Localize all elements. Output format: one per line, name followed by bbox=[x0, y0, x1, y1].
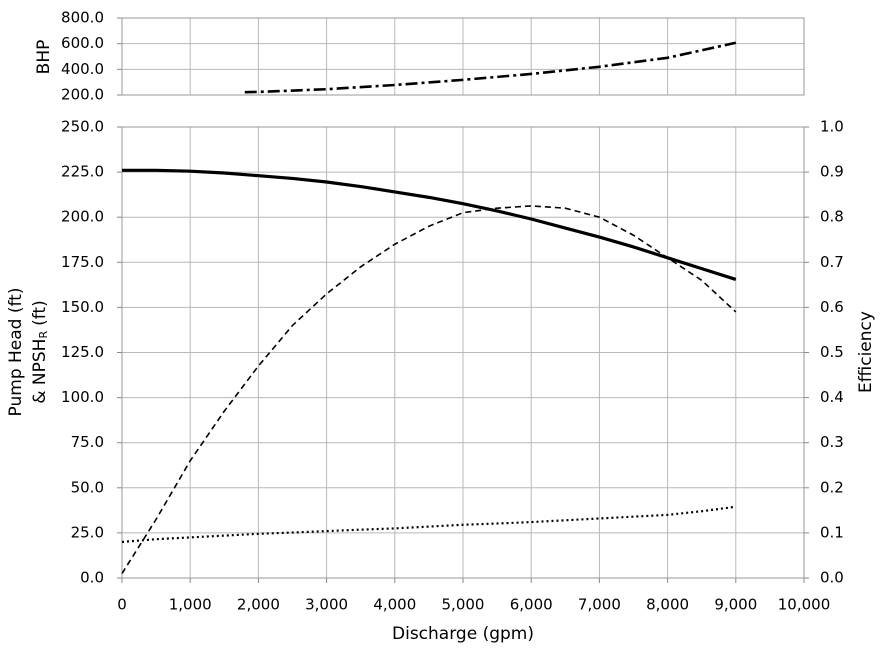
y-tick-label: 225.0 bbox=[61, 163, 104, 181]
x-tick-label: 5,000 bbox=[442, 596, 485, 614]
y-tick-label: 150.0 bbox=[61, 298, 104, 316]
y-axis-label: Pump Head (ft) bbox=[6, 288, 26, 417]
x-tick-label: 1,000 bbox=[169, 596, 212, 614]
x-tick-label: 4,000 bbox=[373, 596, 416, 614]
y-label-part: & NPSH bbox=[30, 339, 50, 404]
y2-tick-label: 0.1 bbox=[820, 523, 844, 541]
y-tick-label: 25.0 bbox=[71, 523, 104, 541]
x-tick-label: 7,000 bbox=[578, 596, 621, 614]
y-tick-label: 250.0 bbox=[61, 118, 104, 136]
x-tick-label: 6,000 bbox=[510, 596, 553, 614]
y2-tick-label: 0.5 bbox=[820, 343, 844, 361]
y-tick-label: 100.0 bbox=[61, 388, 104, 406]
y-label-part: (ft) bbox=[30, 300, 50, 326]
y2-tick-label: 0.6 bbox=[820, 298, 844, 316]
y-tick-label: 400.0 bbox=[61, 60, 104, 78]
y-axis-label-2: & NPSHR (ft) bbox=[30, 300, 50, 403]
x-axis-label: Discharge (gpm) bbox=[392, 624, 534, 644]
x-tick-label: 8,000 bbox=[646, 596, 689, 614]
y2-axis-label: Efficiency bbox=[856, 311, 876, 393]
y2-tick-label: 0.9 bbox=[820, 163, 844, 181]
series-line bbox=[122, 168, 737, 281]
y-tick-label: 125.0 bbox=[61, 343, 104, 361]
bhp-axis-label: BHP bbox=[34, 40, 54, 75]
y2-tick-label: 0.4 bbox=[820, 388, 844, 406]
y2-tick-label: 0.7 bbox=[820, 253, 844, 271]
y2-tick-label: 1.0 bbox=[820, 118, 844, 136]
x-tick-label: 2,000 bbox=[237, 596, 280, 614]
y-tick-label: 50.0 bbox=[71, 478, 104, 496]
y2-tick-label: 0.0 bbox=[820, 569, 844, 587]
y-tick-label: 75.0 bbox=[71, 433, 104, 451]
series-line bbox=[121, 205, 737, 574]
y-tick-label: 175.0 bbox=[61, 253, 104, 271]
y-tick-label: 0.0 bbox=[80, 569, 104, 587]
x-tick-label: 9,000 bbox=[714, 596, 757, 614]
y2-tick-label: 0.3 bbox=[820, 433, 844, 451]
y-label-subscript: R bbox=[37, 331, 50, 339]
y2-tick-label: 0.2 bbox=[820, 478, 844, 496]
x-tick-label: 0 bbox=[117, 596, 127, 614]
y-tick-label: 200.0 bbox=[61, 208, 104, 226]
y-tick-label: 800.0 bbox=[61, 9, 104, 27]
plot-frame bbox=[121, 17, 805, 96]
series-line bbox=[244, 41, 737, 94]
y-tick-label: 200.0 bbox=[61, 86, 104, 104]
x-tick-label: 10,000 bbox=[778, 596, 831, 614]
plot-frame bbox=[121, 126, 805, 579]
y-tick-label: 600.0 bbox=[61, 34, 104, 52]
x-tick-label: 3,000 bbox=[305, 596, 348, 614]
y2-tick-label: 0.8 bbox=[820, 208, 844, 226]
